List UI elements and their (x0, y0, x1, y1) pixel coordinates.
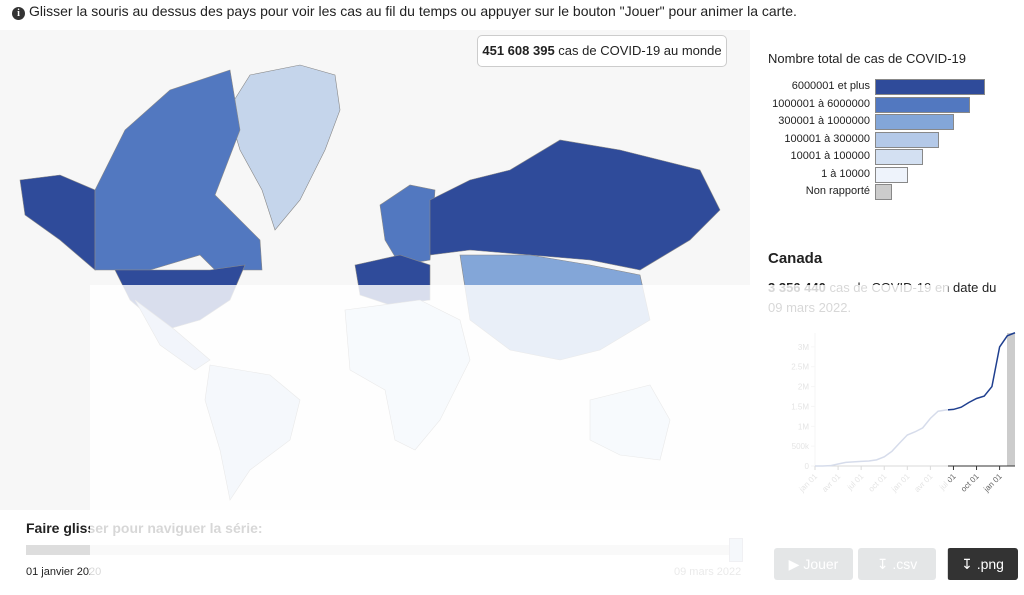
legend-label: Non rapporté (805, 185, 870, 197)
legend-item: 1000001 à 6000000 (768, 96, 1024, 113)
country-name: Canada (768, 250, 823, 267)
legend-label: 1 à 10000 (821, 167, 870, 180)
loading-overlay (90, 285, 948, 580)
scandinavia[interactable] (379, 184, 436, 266)
legend-label: 10001 à 100000 (790, 150, 870, 162)
legend-label: 100001 à 300000 (784, 132, 870, 145)
legend-swatch (875, 131, 939, 148)
greenland[interactable] (227, 64, 341, 231)
png-button[interactable]: ↧ .png (947, 548, 1018, 580)
legend-item: 300001 à 1000000 (768, 114, 1024, 130)
legend-swatch (875, 149, 923, 165)
world-total-label: cas de COVID-19 au monde (558, 43, 722, 58)
legend-swatch (875, 96, 970, 113)
world-total-cases: 451 608 395 (482, 43, 555, 58)
legend-swatch (875, 114, 954, 130)
x-tick-label: jan 01 (981, 471, 1004, 494)
legend-title: Nombre total de cas de COVID-19 (768, 51, 966, 66)
legend-swatch (875, 79, 985, 95)
legend-label: 300001 à 1000000 (778, 115, 870, 127)
instruction-text: Glisser la souris au dessus des pays pou… (29, 3, 797, 19)
legend-label: 6000001 et plus (791, 80, 870, 92)
world-total: 451 608 395 cas de COVID-19 au monde (477, 35, 727, 67)
legend-item: 10001 à 100000 (768, 149, 1024, 165)
legend-item: 6000001 et plus (768, 79, 1024, 95)
x-tick-label: oct 01 (959, 471, 981, 493)
legend-swatch (875, 166, 908, 183)
png-label: .png (976, 556, 1004, 572)
legend-item: Non rapporté (768, 184, 1024, 200)
instruction: i Glisser la souris au dessus des pays po… (12, 3, 797, 20)
slider-position (1007, 333, 1015, 466)
russia[interactable] (429, 139, 721, 271)
legend-item: 100001 à 300000 (768, 131, 1024, 148)
slider-start: 01 janvier 2020 (26, 566, 102, 578)
legend-label: 1000001 à 6000000 (772, 97, 870, 110)
legend-swatch (875, 184, 892, 200)
legend-item: 1 à 10000 (768, 166, 1024, 183)
alaska[interactable] (19, 174, 96, 271)
